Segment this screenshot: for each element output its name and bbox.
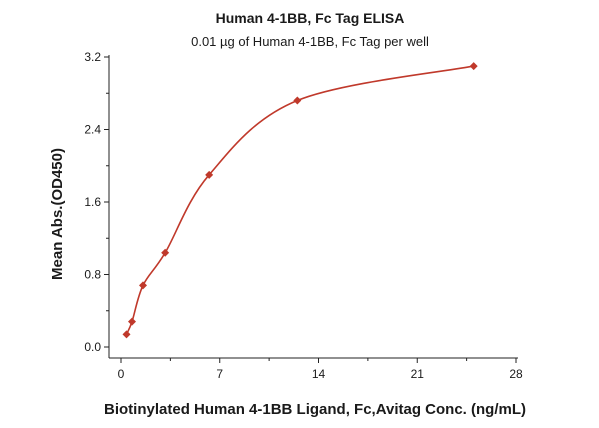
data-point: [469, 62, 478, 71]
y-tick-label: 3.2: [84, 50, 101, 64]
data-point: [128, 317, 137, 326]
x-tick-label: 14: [312, 367, 326, 381]
data-point: [205, 170, 214, 179]
x-tick-label: 21: [411, 367, 425, 381]
data-point: [293, 96, 302, 105]
data-point: [161, 248, 170, 257]
y-ticks: 0.0 0.8 1.6 2.4 3.2: [84, 50, 109, 354]
x-tick-label: 28: [509, 367, 523, 381]
data-point: [139, 281, 148, 290]
y-tick-label: 0.0: [84, 340, 101, 354]
chart-subtitle: 0.01 µg of Human 4-1BB, Fc Tag per well: [191, 34, 429, 49]
x-ticks: 0 7 14 21 28: [118, 358, 523, 381]
fit-curve: [125, 65, 474, 335]
x-tick-label: 0: [118, 367, 125, 381]
data-points: [122, 62, 478, 339]
data-point: [122, 330, 131, 339]
axes: [108, 55, 518, 359]
y-tick-label: 1.6: [84, 195, 101, 209]
chart-title: Human 4-1BB, Fc Tag ELISA: [216, 10, 405, 26]
x-axis-title: Biotinylated Human 4-1BB Ligand, Fc,Avit…: [104, 401, 526, 418]
x-tick-label: 7: [216, 367, 223, 381]
y-tick-label: 0.8: [84, 268, 101, 282]
y-axis-title: Mean Abs.(OD450): [49, 148, 66, 280]
y-tick-label: 2.4: [84, 123, 101, 137]
